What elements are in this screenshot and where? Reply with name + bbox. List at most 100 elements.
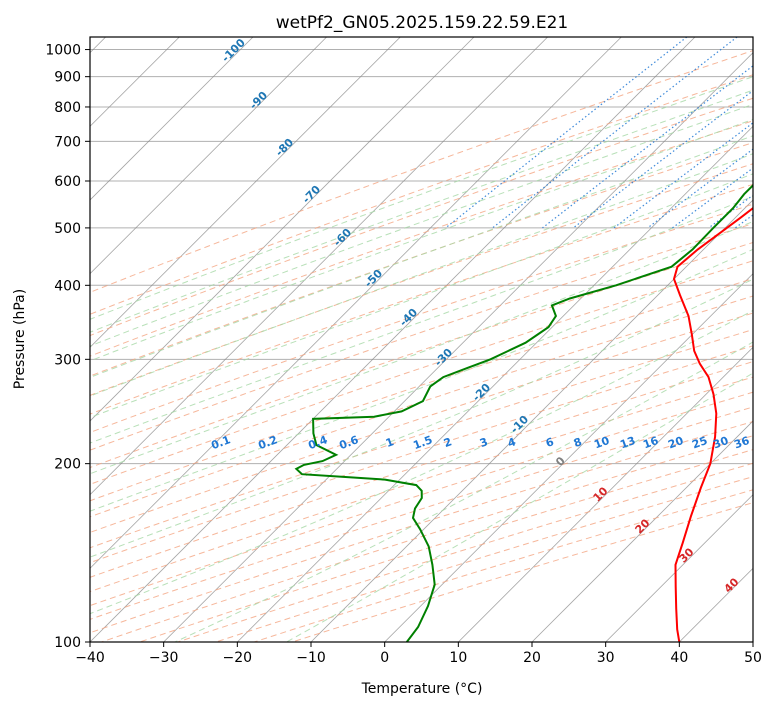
isotherm-line <box>679 37 775 642</box>
isotherm-line <box>164 37 769 642</box>
moist-adiabat <box>0 37 775 642</box>
dry-adiabat <box>0 37 775 642</box>
isotherm-line <box>0 37 474 642</box>
dry-adiabat <box>0 37 775 642</box>
isotherm-line <box>0 37 253 642</box>
mixing-ratio-label: 13 <box>618 434 637 451</box>
dry-adiabat <box>0 37 775 642</box>
moist-adiabat <box>0 37 775 642</box>
theta-e-label: 20 <box>633 516 653 536</box>
moist-adiabat <box>0 37 775 642</box>
temperature-label: -20 <box>470 381 493 404</box>
isotherm-line <box>0 37 548 642</box>
x-tick-label: 30 <box>597 650 615 666</box>
dry-adiabat <box>0 37 775 642</box>
temperature-label: -80 <box>273 136 296 159</box>
y-tick-label: 700 <box>54 134 81 150</box>
dry-adiabat <box>0 37 775 642</box>
dry-adiabat <box>0 37 775 642</box>
temperature-label: -70 <box>300 183 323 206</box>
moist-adiabat <box>0 37 775 642</box>
dry-adiabat <box>0 37 775 642</box>
temperature-label: -40 <box>397 306 420 329</box>
moist-adiabat <box>0 37 775 642</box>
moist-adiabat <box>0 37 775 642</box>
dry-adiabat <box>0 37 775 642</box>
dry-adiabat <box>0 37 775 642</box>
mixing-ratio-label: 0.6 <box>337 433 360 452</box>
x-tick-label: −10 <box>296 650 326 666</box>
y-tick-label: 1000 <box>45 43 81 59</box>
dry-adiabat <box>0 37 775 642</box>
isotherm-line <box>532 37 775 642</box>
moist-adiabat <box>0 37 775 642</box>
x-tick-label: 10 <box>449 650 467 666</box>
moist-adiabat <box>0 37 775 642</box>
x-tick-label: 50 <box>744 650 762 666</box>
y-tick-label: 200 <box>54 457 81 473</box>
isotherm-line <box>0 37 400 642</box>
temperature-label: -50 <box>362 267 385 290</box>
x-tick-label: −20 <box>223 650 253 666</box>
isotherm-line <box>0 37 327 642</box>
theta-e-label: 10 <box>591 484 611 504</box>
mixing-ratio-label: 20 <box>666 434 685 452</box>
isotherm-line <box>237 37 775 642</box>
x-axis-label: Temperature (°C) <box>361 681 483 697</box>
chart-title: wetPf2_GN05.2025.159.22.59.E21 <box>276 13 568 33</box>
mixing-ratio-label: 8 <box>572 435 584 450</box>
x-tick-label: −40 <box>75 650 105 666</box>
isotherm-line <box>458 37 775 642</box>
mixing-ratio-label: 0.1 <box>209 433 232 452</box>
temperature-label: -60 <box>331 226 354 249</box>
moist-adiabat <box>0 37 775 642</box>
dry-adiabat <box>292 37 775 642</box>
mixing-ratio-label: 4 <box>506 435 518 450</box>
y-tick-label: 900 <box>54 70 81 86</box>
dry-adiabat <box>0 37 775 642</box>
theta-e-label: 30 <box>677 545 697 565</box>
moist-adiabat <box>0 37 775 642</box>
dry-adiabat <box>0 37 775 642</box>
dry-adiabat <box>0 37 775 642</box>
dewpoint-trace <box>296 107 775 642</box>
moist-adiabat <box>0 37 775 642</box>
y-tick-label: 500 <box>54 221 81 237</box>
y-tick-label: 300 <box>54 352 81 368</box>
dry-adiabat <box>0 37 775 642</box>
mixing-ratio-label: 1 <box>384 435 396 450</box>
y-axis-label: Pressure (hPa) <box>12 289 28 389</box>
isotherm-line <box>385 37 775 642</box>
dry-adiabat <box>0 37 775 642</box>
x-tick-label: 40 <box>670 650 688 666</box>
x-tick-label: 0 <box>380 650 389 666</box>
y-tick-label: 400 <box>54 278 81 294</box>
mixing-ratio-line <box>446 37 687 228</box>
x-tick-label: 20 <box>523 650 541 666</box>
y-tick-label: 600 <box>54 174 81 190</box>
plot-area: -100-90-80-70-60-50-40-30-20-10010203040… <box>0 36 775 666</box>
isotherm-line <box>753 37 775 642</box>
mixing-ratio-line <box>614 37 775 228</box>
mixing-ratio-label: 2 <box>442 435 454 450</box>
x-tick-label: −30 <box>149 650 179 666</box>
dry-adiabat <box>0 37 775 642</box>
dry-adiabat <box>0 37 775 642</box>
y-tick-label: 100 <box>54 635 81 651</box>
y-tick-label: 800 <box>54 100 81 116</box>
temperature-label: -30 <box>432 346 455 369</box>
moist-adiabat <box>16 37 775 642</box>
dry-adiabat <box>102 37 775 642</box>
plot-inner: -100-90-80-70-60-50-40-30-20-10010203040… <box>0 36 775 642</box>
mixing-ratio-label: 10 <box>592 434 611 452</box>
isotherm-line <box>90 37 695 642</box>
dry-adiabat <box>0 37 775 642</box>
theta-e-label: 40 <box>722 575 742 595</box>
dry-adiabat <box>0 37 775 642</box>
temperature-label: -90 <box>247 89 270 112</box>
mixing-ratio-label: 0.2 <box>256 433 279 452</box>
temperature-label: -100 <box>219 36 248 65</box>
mixing-ratio-label: 25 <box>690 434 709 451</box>
